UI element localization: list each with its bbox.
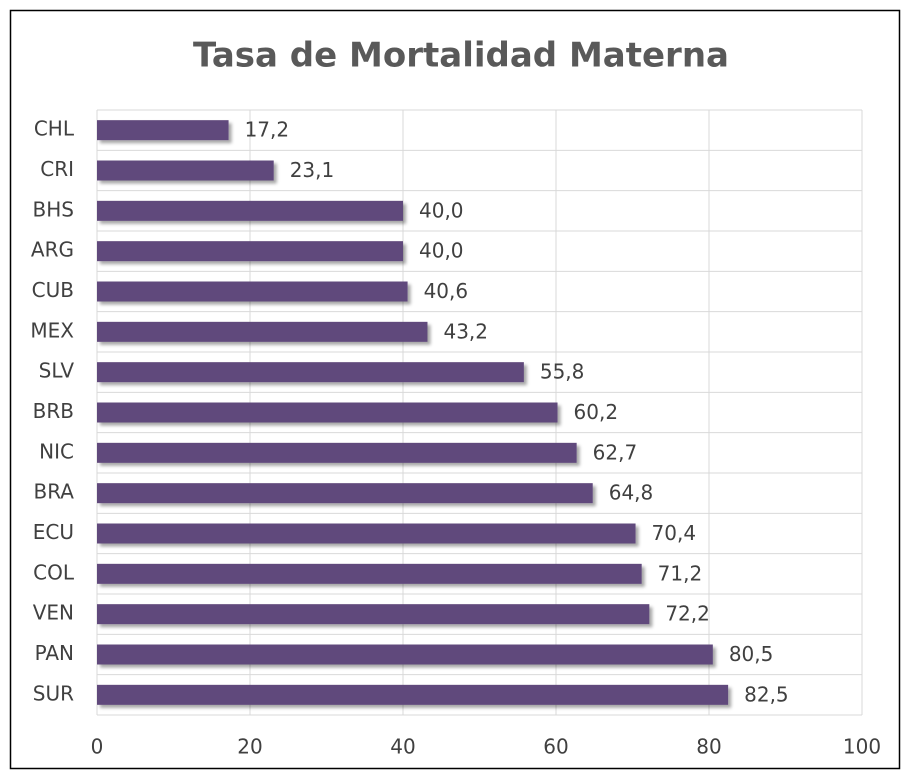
bar bbox=[97, 120, 229, 141]
data-label: 82,5 bbox=[744, 682, 789, 706]
bar bbox=[97, 321, 428, 342]
chart-title: Tasa de Mortalidad Materna bbox=[193, 36, 729, 76]
y-tick-label: SUR bbox=[33, 681, 74, 705]
y-tick-label: PAN bbox=[35, 641, 74, 665]
x-tick-label: 40 bbox=[390, 735, 415, 759]
x-tick-label: 100 bbox=[843, 735, 881, 759]
bar bbox=[97, 644, 713, 665]
bar bbox=[97, 281, 408, 302]
bar bbox=[97, 684, 729, 705]
y-tick-label: VEN bbox=[33, 601, 74, 625]
y-tick-label: SLV bbox=[39, 359, 75, 383]
data-label: 55,8 bbox=[540, 360, 585, 384]
y-tick-label: COL bbox=[33, 560, 75, 584]
y-tick-label: CHL bbox=[34, 117, 75, 141]
bar bbox=[97, 160, 274, 181]
y-tick-label: NIC bbox=[39, 439, 74, 463]
bar bbox=[97, 442, 577, 463]
x-tick-label: 80 bbox=[696, 735, 721, 759]
data-label: 71,2 bbox=[658, 561, 703, 585]
x-tick-label: 60 bbox=[543, 735, 568, 759]
y-tick-label: MEX bbox=[30, 318, 74, 342]
bar bbox=[97, 362, 524, 383]
x-tick-label: 0 bbox=[91, 735, 104, 759]
y-tick-label: ARG bbox=[31, 238, 74, 262]
data-label: 62,7 bbox=[593, 440, 638, 464]
bar bbox=[97, 402, 558, 423]
bar bbox=[97, 483, 593, 504]
y-tick-label: BRB bbox=[33, 399, 74, 423]
data-label: 40,0 bbox=[419, 198, 464, 222]
bar bbox=[97, 563, 642, 584]
data-label: 70,4 bbox=[652, 521, 697, 545]
bar bbox=[97, 604, 650, 625]
data-label: 43,2 bbox=[443, 319, 488, 343]
bar bbox=[97, 241, 403, 262]
y-tick-label: BRA bbox=[34, 480, 75, 504]
data-label: 80,5 bbox=[729, 642, 774, 666]
data-label: 64,8 bbox=[609, 481, 654, 505]
data-label: 17,2 bbox=[245, 118, 290, 142]
data-label: 40,6 bbox=[424, 279, 469, 303]
x-tick-label: 20 bbox=[237, 735, 262, 759]
data-label: 72,2 bbox=[665, 602, 710, 626]
y-tick-label: BHS bbox=[33, 197, 74, 221]
y-tick-label: CUB bbox=[32, 278, 74, 302]
data-label: 40,0 bbox=[419, 239, 464, 263]
y-tick-label: CRI bbox=[40, 157, 74, 181]
data-label: 23,1 bbox=[290, 158, 335, 182]
data-label: 60,2 bbox=[574, 400, 619, 424]
bar bbox=[97, 200, 403, 221]
bar bbox=[97, 523, 636, 544]
y-tick-label: ECU bbox=[33, 520, 74, 544]
